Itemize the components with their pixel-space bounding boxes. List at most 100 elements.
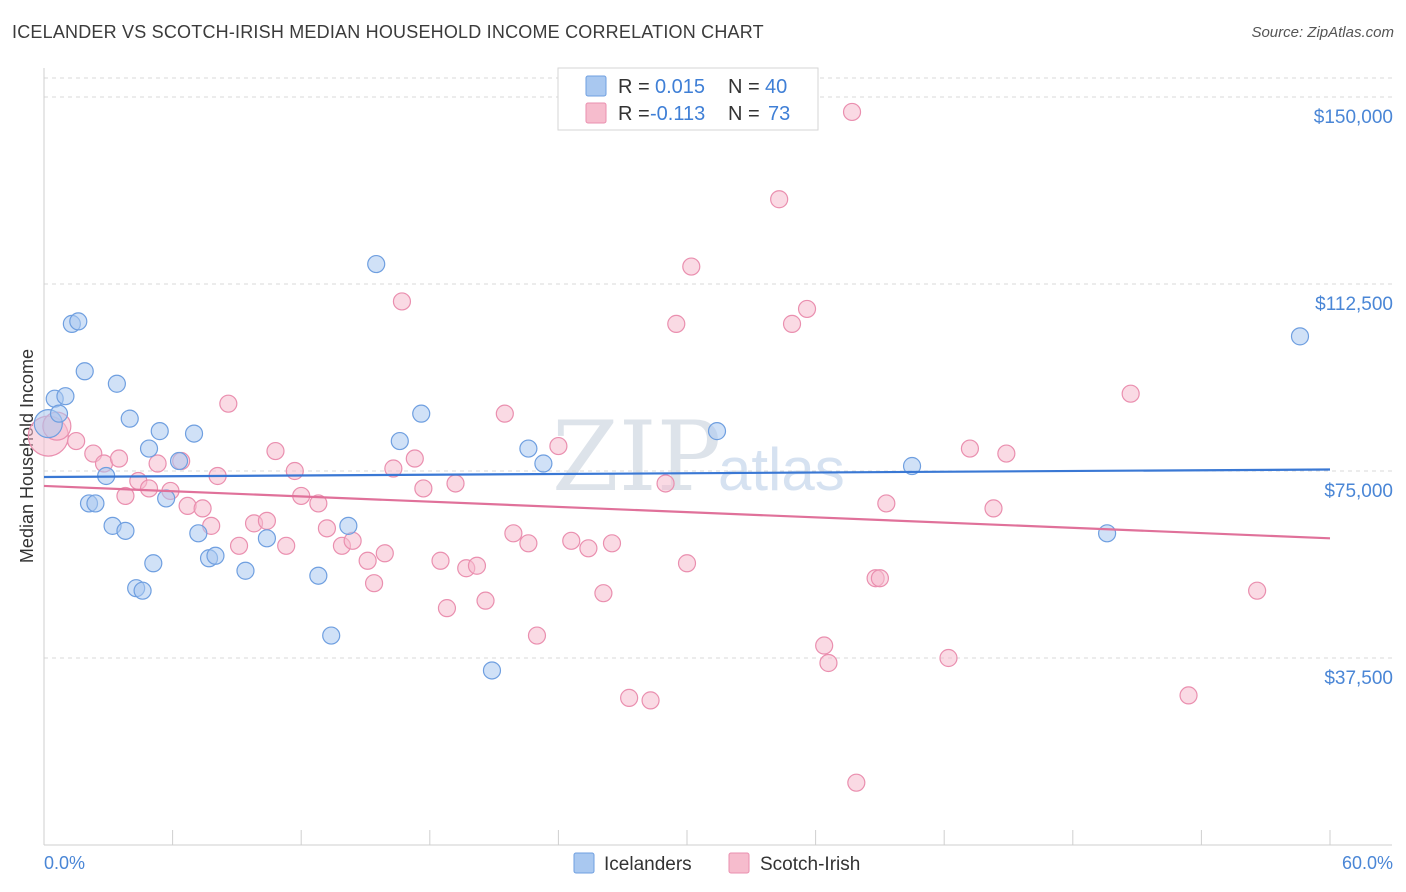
icelanders-point [1097,524,1117,543]
legend-n-value: 40 [765,76,787,98]
icelanders-point [133,581,152,600]
y-axis-labels: $37,500 $75,000 $112,500 $150,000 [1314,107,1393,689]
scotch-irish-point [656,474,675,493]
scotch-irish-point [364,574,384,593]
scotch-irish-point [1179,686,1198,705]
legend-n-value: 73 [768,103,790,125]
icelanders-point [257,529,277,548]
icelanders-point [309,566,328,585]
scotch-irish-point [797,299,817,319]
scotch-irish-point [257,511,277,530]
icelanders-point [56,387,75,406]
icelanders-point [169,451,189,471]
legend-n-label: N = [728,103,760,125]
legend: R = 0.015 N = 40 R = -0.113 N = 73 [557,67,819,131]
scotch-irish-point [148,454,167,473]
scotch-irish-point [139,479,159,498]
scotch-irish-point [527,626,547,645]
icelanders-point [322,626,341,645]
bottom-legend-swatch-scotch-irish [728,852,750,874]
scotch-irish-point [594,584,613,603]
scotch-irish-point [1121,384,1140,403]
scotch-irish-point [579,539,598,558]
bottom-legend-label-scotch-irish: Scotch-Irish [760,854,860,875]
scotch-irish-point [562,531,581,550]
chart-title: ICELANDER VS SCOTCH-IRISH MEDIAN HOUSEHO… [12,22,764,42]
icelanders-point [1290,327,1310,346]
icelanders-point [412,404,431,423]
axes [43,68,1392,846]
y-tick-label: $37,500 [1324,668,1393,689]
y-tick-label: $75,000 [1324,481,1393,502]
scotch-irish-point [219,394,238,413]
icelanders-point [206,546,225,565]
legend-r-value: 0.015 [655,76,705,98]
legend-n-label: N = [728,76,760,98]
icelanders-point [139,439,159,458]
series-icelanders [33,254,1310,680]
scotch-irish-point [392,292,412,311]
scotch-irish-point [960,439,980,458]
scotch-irish-point [467,556,487,575]
scotch-irish-point [519,534,538,553]
legend-r-label: R = [618,76,650,98]
scotch-irish-point [819,653,838,673]
scotch-irish-point [667,314,686,333]
watermark-zip: ZIP [552,401,721,513]
scotch-irish-point [431,551,450,570]
scotch-irish-point [277,536,296,555]
legend-swatch-blue [585,75,607,97]
icelanders-point [367,254,386,274]
icelanders-point [157,489,176,508]
scotch-irish-point [414,479,433,498]
icelanders-point [184,424,204,443]
icelanders-point [902,456,922,476]
icelanders-point [144,554,163,573]
scotch-irish-point [620,688,639,707]
legend-r-label: R = [618,103,650,125]
scotch-irish-point [229,536,249,555]
scotch-irish-point [677,554,697,573]
icelanders-point [150,422,169,441]
scotch-irish-point [116,486,135,506]
icelanders-point [534,454,553,473]
icelanders-point [707,422,727,441]
y-axis-title: Median Household Income [17,349,37,563]
scotch-irish-point [939,648,958,668]
scotch-irish-point [847,773,866,792]
scotch-irish-point [317,519,337,538]
bottom-legend: Icelanders Scotch-Irish [573,852,860,875]
scotch-irish-point [602,534,622,553]
icelanders-point [236,561,255,580]
x-tick-label-min: 0.0% [44,853,85,873]
scotch-irish-point [178,496,197,516]
icelanders-point [390,431,409,451]
icelanders-point [107,374,126,393]
bottom-legend-label-icelanders: Icelanders [604,854,692,875]
icelanders-point [49,404,69,423]
x-axis-ticks [43,830,1331,845]
scotch-irish-point [770,190,789,209]
scotch-irish-point [446,474,465,493]
icelanders-point [519,439,538,458]
icelanders-trend-line [43,468,1331,479]
scotch-irish-point [437,599,457,618]
watermark-atlas: atlas [718,436,845,503]
y-tick-label: $150,000 [1314,107,1393,128]
scotch-irish-point [782,314,802,333]
scotch-irish-point [549,436,568,456]
scotch-irish-point [193,499,212,518]
scotch-irish-point [815,636,834,655]
icelanders-point [339,516,358,535]
icelanders-point [75,362,94,381]
scotch-irish-point [682,257,701,276]
scotch-irish-point [504,524,523,543]
bottom-legend-swatch-icelanders [573,852,595,874]
scotch-irish-point [641,691,660,710]
scotch-irish-point [1248,581,1267,600]
scotch-irish-point [877,494,896,513]
y-tick-label: $112,500 [1315,294,1393,315]
icelanders-point [482,661,502,680]
scotch-irish-point [266,441,285,461]
scotch-irish-point [358,551,377,570]
